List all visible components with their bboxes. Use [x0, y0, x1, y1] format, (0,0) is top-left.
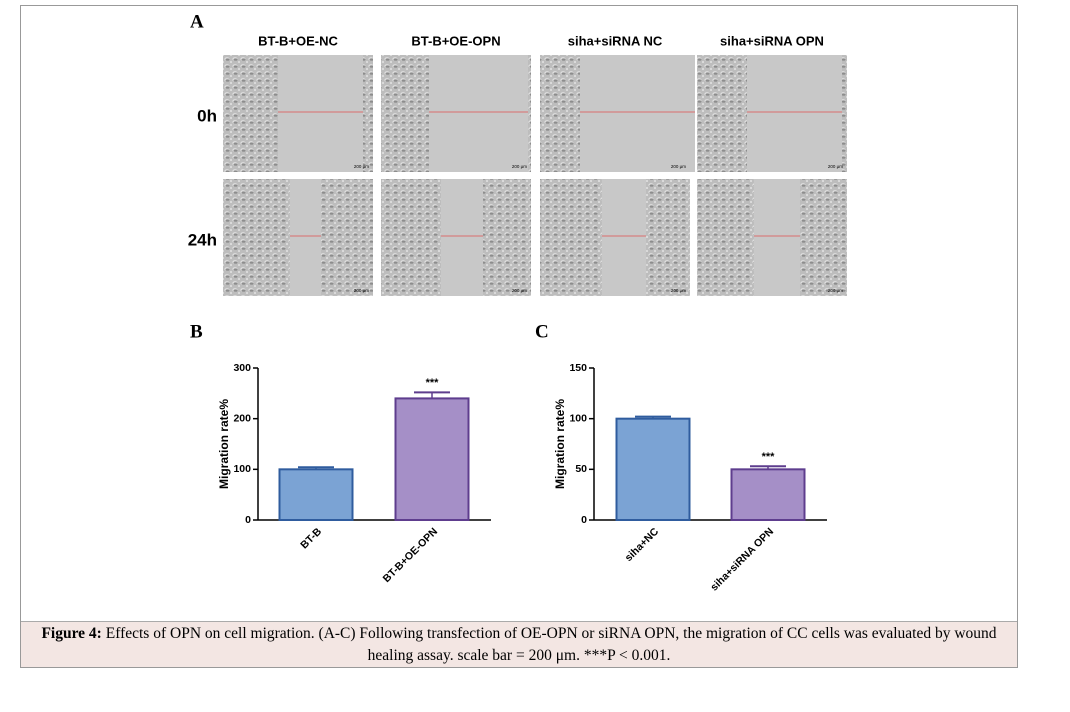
x-tick-label: siha+NC — [623, 525, 662, 564]
column-label: BT-B+OE-OPN — [411, 33, 500, 48]
scale-label: 200 μm — [671, 164, 686, 169]
y-tick-label: 150 — [569, 362, 587, 374]
y-tick-label: 100 — [233, 463, 251, 475]
x-tick-label: BT-B+OE-OPN — [381, 526, 440, 585]
caption: Figure 4: Effects of OPN on cell migrati… — [21, 621, 1017, 667]
wound-gap — [429, 55, 528, 172]
bar — [730, 468, 806, 522]
scale-label: 200 μm — [671, 288, 686, 293]
scale-label: 200 μm — [354, 288, 369, 293]
scale-label: 200 μm — [512, 164, 527, 169]
bar — [394, 397, 470, 521]
wound-gap — [278, 55, 363, 172]
y-axis-label: Migration rate% — [217, 399, 231, 489]
scale-label: 200 μm — [828, 288, 843, 293]
bar — [278, 468, 354, 522]
bar — [615, 417, 691, 521]
wound-gap — [602, 179, 646, 296]
row-label: 24h — [188, 230, 217, 249]
panel-label: C — [535, 321, 549, 342]
y-tick-label: 0 — [581, 514, 587, 526]
wound-gap — [441, 179, 483, 296]
column-label: siha+siRNA NC — [568, 33, 663, 48]
caption-text: Effects of OPN on cell migration. (A-C) … — [105, 625, 997, 664]
scale-label: 200 μm — [354, 164, 369, 169]
y-tick-label: 200 — [233, 412, 251, 424]
panel-label: A — [190, 11, 204, 32]
x-tick-label: siha+siRNA OPN — [708, 526, 776, 594]
x-tick-label: BT-B — [298, 525, 324, 551]
significance: *** — [426, 377, 440, 389]
y-tick-label: 0 — [245, 514, 251, 526]
y-tick-label: 50 — [575, 463, 587, 475]
y-tick-label: 300 — [233, 362, 251, 374]
border — [20, 5, 1018, 668]
column-label: BT-B+OE-NC — [258, 33, 338, 48]
panel-label: B — [190, 321, 203, 342]
y-axis-label: Migration rate% — [553, 399, 567, 489]
row-label: 0h — [197, 106, 217, 125]
significance: *** — [762, 451, 776, 463]
wound-gap — [290, 179, 321, 296]
column-label: siha+siRNA OPN — [720, 33, 824, 48]
y-tick-label: 100 — [569, 412, 587, 424]
wound-gap — [747, 55, 842, 172]
wound-gap — [754, 179, 800, 296]
scale-label: 200 μm — [512, 288, 527, 293]
caption-label: Figure 4: — [41, 625, 102, 642]
wound-gap — [580, 55, 695, 172]
scale-label: 200 μm — [828, 164, 843, 169]
